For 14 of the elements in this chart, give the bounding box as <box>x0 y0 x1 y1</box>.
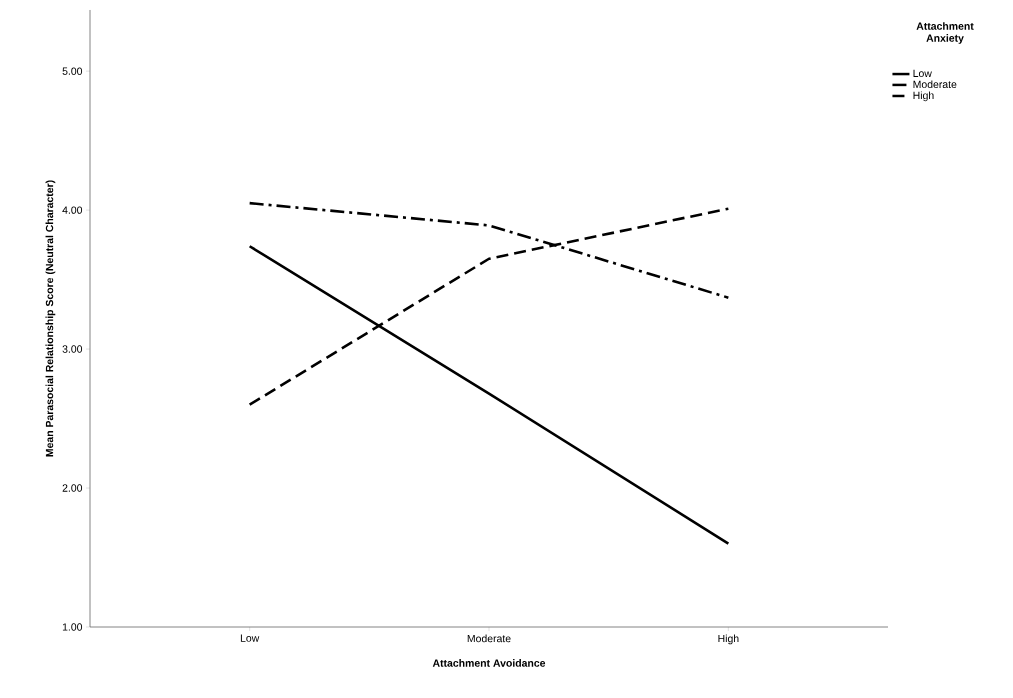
y-tick-label: 1.00 <box>62 623 83 631</box>
legend-title: Attachment Anxiety <box>916 22 974 44</box>
x-tick-label: Moderate <box>467 634 511 643</box>
y-axis-title: Mean Parasocial Relationship Score (Neutral Character) <box>45 180 56 457</box>
legend-label: High <box>913 91 934 102</box>
y-tick-label: 4.00 <box>62 206 83 214</box>
legend-label: Moderate <box>913 80 957 89</box>
y-tick-label: 2.00 <box>62 484 83 492</box>
x-tick-label: Low <box>240 634 260 642</box>
x-tick-label: High <box>718 634 739 645</box>
x-axis-title: Attachment Avoidance <box>432 659 546 667</box>
y-tick-label: 3.00 <box>62 345 83 353</box>
y-tick-label: 5.00 <box>62 67 83 75</box>
legend-label: Low <box>913 69 932 78</box>
